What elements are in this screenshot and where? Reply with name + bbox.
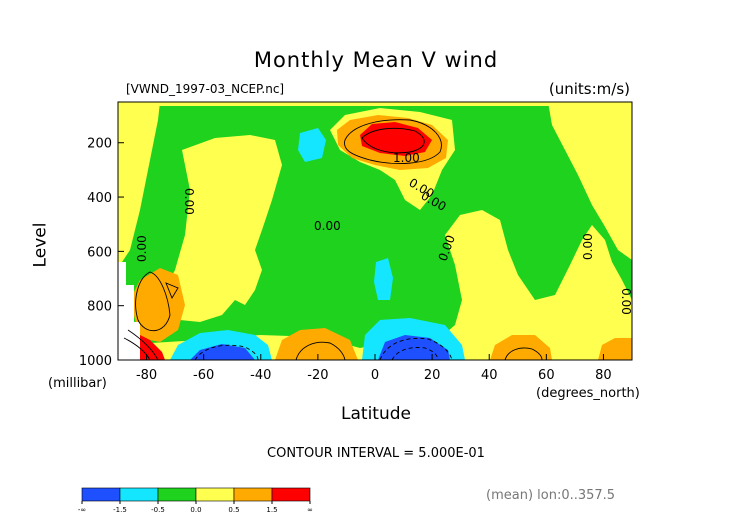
- legend-swatch: [157, 487, 197, 502]
- yellow-region-northern: [118, 210, 632, 360]
- x-tick-label: 40: [481, 368, 498, 383]
- x-tick-label: -40: [250, 368, 271, 383]
- masked-region: [118, 262, 140, 360]
- legend-swatch: [271, 487, 311, 502]
- y-tick-label: 800: [87, 300, 112, 315]
- yellow-region-northeast: [548, 102, 632, 260]
- x-axis-label: Latitude: [341, 404, 411, 424]
- contour-field: [118, 102, 632, 360]
- orange-region-subtropic-surface: [275, 328, 358, 360]
- contour-label-6: 0.00: [581, 233, 595, 260]
- cyan-region-upper: [298, 128, 326, 162]
- y-tick-label: 200: [87, 137, 112, 152]
- dashed-contour-lines: [194, 337, 453, 360]
- legend-swatch: [195, 487, 235, 502]
- contour-line-subtropic-surface: [295, 341, 346, 360]
- x-tick-label: 60: [538, 368, 555, 383]
- contour-line-southwest-edge-1: [127, 329, 159, 360]
- contour-line-jet-outer: [344, 119, 442, 164]
- contour-label-0: 0.00: [182, 188, 196, 215]
- y-tick-label: 400: [87, 191, 112, 206]
- x-axis-units: (degrees_north): [536, 386, 640, 401]
- contour-interval-label: CONTOUR INTERVAL = 5.000E-01: [267, 446, 485, 461]
- legend-tick-label: -1.5: [113, 506, 127, 514]
- x-tick-label: 80: [595, 368, 612, 383]
- y-tick-label: 1000: [79, 354, 112, 369]
- legend-tick-label: ∞: [307, 506, 313, 514]
- legend-boxes: [81, 487, 311, 502]
- contour-line-northern-surface: [504, 347, 543, 360]
- x-tick-label: 20: [424, 368, 441, 383]
- x-tick-label: -60: [193, 368, 214, 383]
- legend-swatch: [233, 487, 273, 502]
- file-label: [VWND_1997-03_NCEP.nc]: [126, 82, 285, 96]
- legend-tick-label: 1.5: [266, 506, 277, 514]
- units-label: (units:m/s): [548, 80, 630, 98]
- contour-label-2: 0.00: [135, 235, 149, 262]
- yellow-region-southern-mid: [158, 135, 282, 322]
- legend-tick-label: 0.0: [190, 506, 201, 514]
- legend-swatch: [119, 487, 159, 502]
- contour-line-jet-inner: [361, 127, 425, 154]
- blue-region-equator-surface: [378, 335, 450, 360]
- contour-label-1: 0.00: [314, 219, 341, 233]
- x-axis-ticks: -80 -60 -40 -20 0 20 40 60 80: [136, 354, 612, 383]
- yellow-region-top-strip: [118, 102, 632, 106]
- contour-lines: [123, 119, 543, 360]
- legend-tick-label: -∞: [78, 506, 86, 514]
- cyan-region-mid: [374, 258, 393, 300]
- x-tick-label: 0: [371, 368, 379, 383]
- dashed-contour-south-surface: [194, 344, 259, 360]
- x-tick-label: -20: [307, 368, 328, 383]
- mean-label: (mean) lon:0..357.5: [486, 488, 616, 503]
- legend-ticks: -∞ -1.5 -0.5 0.0 0.5 1.5 ∞: [78, 501, 313, 514]
- contour-line-southwest-outer: [135, 271, 171, 332]
- contour-line-southwest-edge-2: [123, 337, 151, 360]
- legend-swatch: [81, 487, 121, 502]
- contour-label-4: 1.00: [393, 151, 420, 165]
- legend-tick-label: 0.5: [228, 506, 239, 514]
- y-axis-ticks: 200 400 600 800 1000: [79, 137, 124, 369]
- orange-region-northern-surface: [490, 335, 552, 360]
- dashed-contour-equator-outer: [379, 337, 453, 360]
- yellow-region-left: [118, 102, 160, 262]
- chart-title: Monthly Mean V wind: [253, 48, 499, 72]
- y-tick-label: 600: [87, 245, 112, 260]
- x-tick-label: -80: [136, 368, 157, 383]
- contour-label-7: 0.00: [619, 288, 633, 315]
- blue-region-south-surface: [190, 344, 255, 360]
- y-axis-units: (millibar): [48, 376, 107, 391]
- dashed-contour-equator-inner: [391, 347, 439, 360]
- contour-line-southwest-triangle: [165, 282, 179, 300]
- legend-tick-label: -0.5: [151, 506, 165, 514]
- orange-region-southwest: [130, 268, 185, 342]
- orange-region-far-north-surface: [598, 338, 632, 360]
